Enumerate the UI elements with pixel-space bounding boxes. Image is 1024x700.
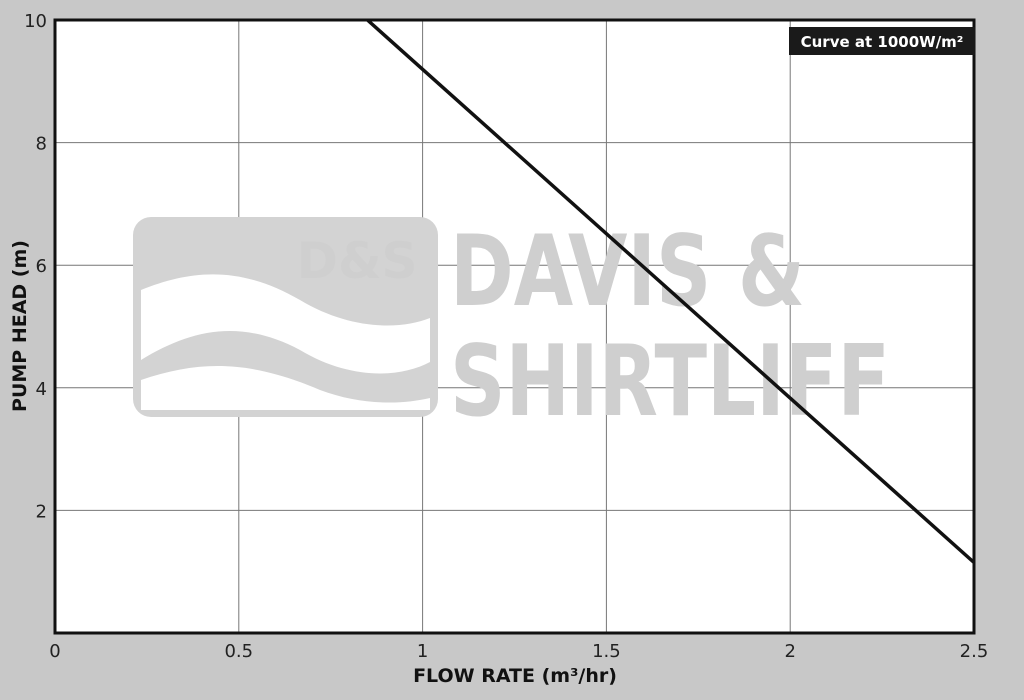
annotation-badge: Curve at 1000W/m² xyxy=(789,27,975,55)
watermark-line-2: SHIRTLIFF xyxy=(450,325,890,439)
y-tick-label: 2 xyxy=(36,501,47,522)
annotation-text: Curve at 1000W/m² xyxy=(801,33,964,51)
x-tick-labels: 0 0.5 1 1.5 2 2.5 xyxy=(49,641,988,662)
x-axis-title: FLOW RATE (m³/hr) xyxy=(413,665,617,687)
watermark-logo-text: D&S xyxy=(296,232,417,290)
y-tick-labels: 2 4 6 8 10 xyxy=(24,11,47,522)
x-tick-label: 1.5 xyxy=(592,641,621,662)
y-tick-label: 10 xyxy=(24,11,47,32)
x-tick-label: 2 xyxy=(784,641,795,662)
x-tick-label: 2.5 xyxy=(960,641,989,662)
annotation-background xyxy=(789,27,975,55)
x-tick-label: 0 xyxy=(49,641,60,662)
watermark-wave-shape-2 xyxy=(141,366,430,410)
plot-frame xyxy=(53,18,976,635)
series-group xyxy=(366,18,976,564)
watermark-line-1: DAVIS & xyxy=(450,215,805,329)
series-line xyxy=(366,18,976,564)
y-tick-label: 4 xyxy=(36,379,47,400)
y-tick-label: 8 xyxy=(36,134,47,155)
x-tick-label: 0.5 xyxy=(224,641,253,662)
watermark-wave-shape xyxy=(141,274,430,374)
y-axis-title: PUMP HEAD (m) xyxy=(9,240,31,412)
x-tick-label: 1 xyxy=(417,641,428,662)
y-tick-label: 6 xyxy=(36,256,47,277)
watermark-logo: D&S DAVIS & SHIRTLIFF xyxy=(133,215,890,439)
